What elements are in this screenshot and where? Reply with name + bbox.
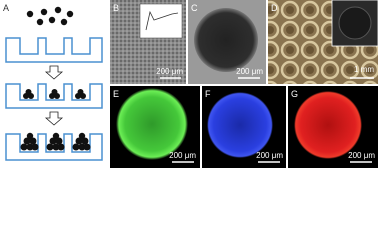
- inset-curve: [145, 10, 179, 31]
- scale-bar-label: 200 μm: [348, 151, 375, 160]
- spheroids: [23, 89, 86, 99]
- inset-chart: [139, 3, 183, 39]
- panel-a: A: [3, 3, 103, 161]
- page: A B 200 μm C 200 μm: [3, 0, 378, 168]
- panel-label: C: [191, 3, 198, 13]
- spheroid: [116, 88, 188, 160]
- spheroid: [294, 91, 362, 159]
- figure: A B 200 μm C 200 μm: [3, 0, 378, 168]
- well-plate: [5, 83, 103, 109]
- spheroid: [207, 92, 273, 158]
- panel-g: G 200 μm: [288, 86, 378, 168]
- arrow: [44, 111, 64, 126]
- arrow: [44, 65, 64, 80]
- panel-label: A: [3, 3, 9, 13]
- panel-c: C 200 μm: [188, 0, 266, 84]
- scale-bar-label: 200 μm: [256, 151, 283, 160]
- spheroid: [194, 8, 258, 72]
- well-plate: [5, 37, 103, 63]
- well-plate: [5, 133, 103, 161]
- panel-label: F: [205, 89, 211, 99]
- panel-f: F 200 μm: [202, 86, 286, 168]
- scale-bar-label: 200 μm: [156, 67, 183, 76]
- inset-spheroid: [338, 6, 372, 40]
- cells: [26, 6, 74, 26]
- panel-e: E 200 μm: [110, 86, 200, 168]
- panel-d: D 1 mm: [268, 0, 378, 84]
- panel-b: B 200 μm: [110, 0, 186, 84]
- scale-bar-label: 200 μm: [236, 67, 263, 76]
- spheroids: [20, 132, 91, 151]
- panel-label: E: [113, 89, 119, 99]
- panel-label: B: [113, 3, 119, 13]
- panel-label: D: [271, 3, 278, 13]
- scale-bar-label: 1 mm: [354, 65, 374, 74]
- panel-label: G: [291, 89, 298, 99]
- scale-bar-label: 200 μm: [169, 151, 196, 160]
